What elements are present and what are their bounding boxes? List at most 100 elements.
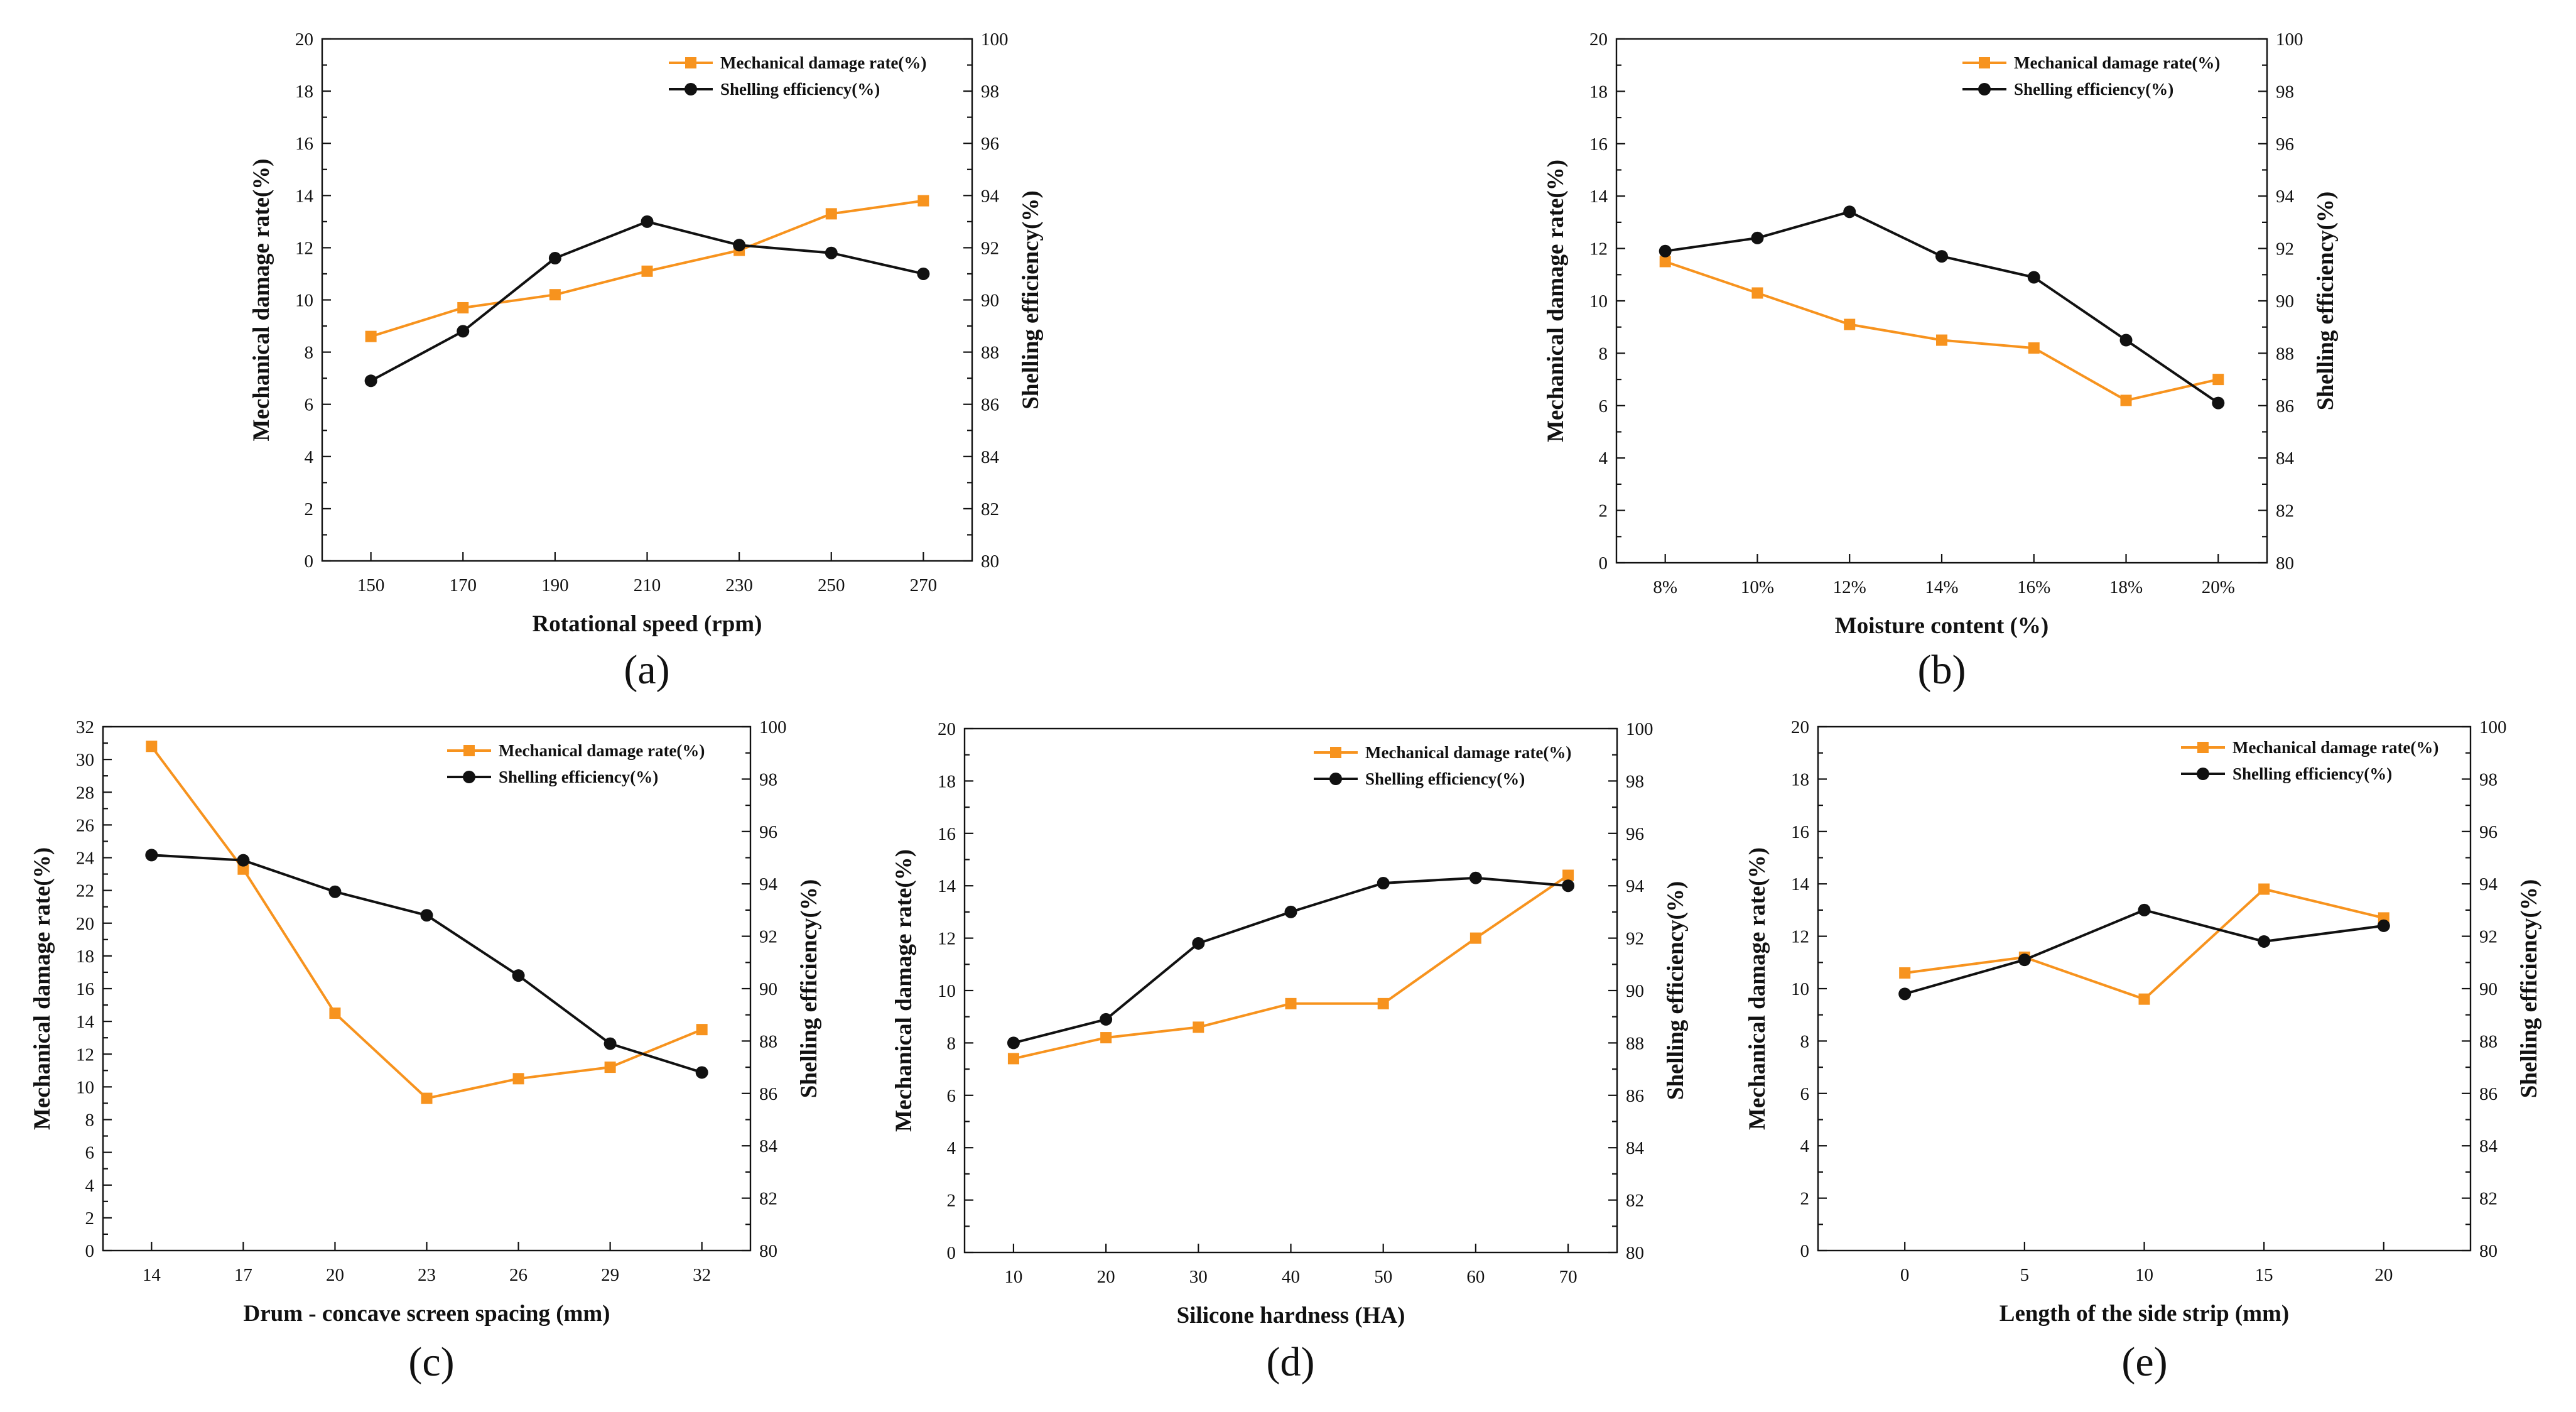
left-axis-tick-label: 0 bbox=[947, 1243, 956, 1263]
right-axis-tick-label: 100 bbox=[981, 30, 1009, 50]
plot-frame bbox=[102, 725, 752, 1252]
right-axis-tick-label: 92 bbox=[981, 238, 999, 258]
right-axis-tick-label: 80 bbox=[981, 551, 999, 572]
legend: Mechanical damage rate(%) Shelling effici… bbox=[447, 741, 705, 786]
legend-efficiency-label: Shelling efficiency(%) bbox=[2232, 764, 2392, 783]
right-axis-title: Shelling efficiency(%) bbox=[2313, 192, 2339, 410]
legend: Mechanical damage rate(%) Shelling effici… bbox=[1314, 743, 1571, 788]
shelling-efficiency-point bbox=[512, 969, 525, 982]
x-axis-tick-label: 0 bbox=[1900, 1265, 1910, 1285]
shelling-efficiency-point bbox=[145, 849, 158, 862]
legend-efficiency-label: Shelling efficiency(%) bbox=[720, 80, 880, 99]
damage-rate-point bbox=[2138, 993, 2150, 1005]
right-axis-tick-label: 96 bbox=[759, 822, 777, 842]
right-axis-tick-label: 82 bbox=[2479, 1189, 2498, 1209]
shelling-efficiency-point bbox=[1100, 1013, 1113, 1026]
legend-damage-label: Mechanical damage rate(%) bbox=[1365, 743, 1571, 762]
left-axis-tick-label: 26 bbox=[76, 815, 94, 835]
damage-rate-point bbox=[917, 195, 929, 207]
left-axis-tick-label: 16 bbox=[938, 824, 956, 844]
x-axis-title: Length of the side strip (mm) bbox=[2000, 1301, 2289, 1327]
left-axis-tick-label: 8 bbox=[1800, 1031, 1810, 1051]
damage-rate-point bbox=[2212, 374, 2224, 386]
shelling-efficiency-point bbox=[237, 854, 250, 867]
damage-rate-point bbox=[641, 265, 653, 277]
left-axis-tick-label: 6 bbox=[1800, 1084, 1810, 1104]
right-axis-tick-label: 90 bbox=[1626, 981, 1644, 1001]
left-axis-tick-label: 10 bbox=[938, 981, 956, 1001]
right-axis-tick-label: 98 bbox=[981, 82, 999, 102]
damage-rate-point bbox=[329, 1007, 341, 1019]
right-axis-tick-label: 84 bbox=[981, 447, 1000, 467]
right-axis-tick-label: 96 bbox=[2479, 822, 2498, 842]
x-axis-tick-label: 12% bbox=[1833, 577, 1866, 597]
legend-efficiency-label: Shelling efficiency(%) bbox=[499, 768, 658, 786]
left-axis-tick-label: 2 bbox=[1800, 1189, 1810, 1209]
x-axis-tick-label: 20% bbox=[2202, 577, 2235, 597]
right-axis-tick-label: 96 bbox=[2276, 134, 2294, 155]
x-axis-tick-label: 190 bbox=[541, 575, 569, 595]
right-axis-tick-label: 100 bbox=[759, 717, 787, 737]
right-axis-tick-label: 86 bbox=[759, 1084, 777, 1104]
left-axis-tick-label: 2 bbox=[947, 1191, 956, 1211]
panel-d: 0 2 4 6 8 10 12 14 16 18 20 80 82 84 86 88 90 92 94 96 98 100… bbox=[891, 719, 1689, 1385]
left-axis-tick-label: 12 bbox=[1791, 927, 1809, 947]
x-axis-tick-label: 8% bbox=[1653, 577, 1677, 597]
damage-rate-point bbox=[1562, 869, 1574, 881]
left-axis-tick-label: 14 bbox=[295, 186, 314, 206]
damage-rate-point bbox=[2028, 342, 2040, 354]
legend-damage-swatch-marker bbox=[1330, 747, 1341, 758]
shelling-efficiency-point bbox=[2018, 953, 2031, 967]
left-axis-tick-label: 10 bbox=[1791, 979, 1809, 999]
left-axis-tick-label: 6 bbox=[1599, 396, 1608, 416]
left-axis-tick-label: 4 bbox=[305, 447, 314, 467]
damage-rate-point bbox=[2258, 883, 2270, 895]
shelling-efficiency-point bbox=[2258, 935, 2271, 948]
right-axis-tick-label: 84 bbox=[2276, 448, 2295, 469]
damage-rate-point bbox=[146, 741, 158, 752]
right-axis-tick-label: 100 bbox=[2479, 717, 2507, 737]
left-axis-tick-label: 4 bbox=[1599, 448, 1608, 469]
x-axis-title: Silicone hardness (HA) bbox=[1177, 1303, 1405, 1328]
legend: Mechanical damage rate(%) Shelling effici… bbox=[669, 53, 926, 99]
x-axis-tick-label: 60 bbox=[1466, 1267, 1485, 1287]
x-axis-tick-label: 16% bbox=[2017, 577, 2050, 597]
damage-rate-point bbox=[1469, 932, 1481, 944]
damage-rate-line bbox=[1665, 260, 2219, 402]
right-axis-tick-label: 80 bbox=[2276, 553, 2294, 573]
legend-efficiency-swatch-marker bbox=[1329, 773, 1342, 785]
shelling-efficiency-point bbox=[1751, 231, 1764, 244]
left-axis-tick-label: 12 bbox=[295, 238, 313, 258]
x-axis-tick-label: 14 bbox=[143, 1265, 161, 1285]
x-axis-title: Moisture content (%) bbox=[1835, 613, 2048, 639]
left-axis-tick-label: 22 bbox=[76, 881, 94, 901]
x-axis-tick-label: 29 bbox=[601, 1265, 619, 1285]
right-axis-tick-label: 96 bbox=[1626, 824, 1644, 844]
right-axis-tick-label: 100 bbox=[1626, 719, 1653, 739]
shelling-efficiency-point bbox=[364, 374, 377, 388]
shelling-efficiency-point bbox=[328, 885, 342, 898]
shelling-efficiency-point bbox=[1469, 871, 1482, 884]
damage-rate-point bbox=[1936, 334, 1947, 346]
legend-efficiency-swatch-marker bbox=[685, 83, 697, 95]
damage-rate-point bbox=[1377, 997, 1389, 1009]
legend-damage-label: Mechanical damage rate(%) bbox=[2014, 53, 2220, 72]
right-axis-tick-label: 86 bbox=[2276, 396, 2294, 416]
x-axis-tick-label: 10% bbox=[1741, 577, 1774, 597]
left-axis-tick-label: 4 bbox=[947, 1138, 956, 1158]
right-axis-title: Shelling efficiency(%) bbox=[796, 879, 822, 1098]
panel-label: (e) bbox=[2121, 1339, 2167, 1385]
shelling-efficiency-line bbox=[1904, 908, 2384, 996]
legend-efficiency-swatch-marker bbox=[1978, 83, 1991, 95]
shelling-efficiency-point bbox=[1377, 877, 1390, 890]
left-axis-tick-label: 14 bbox=[1791, 874, 1810, 894]
right-axis-tick-label: 88 bbox=[1626, 1033, 1644, 1053]
shelling-efficiency-point bbox=[825, 246, 838, 259]
shelling-efficiency-point bbox=[2377, 919, 2390, 932]
right-axis-tick-label: 92 bbox=[2276, 239, 2294, 259]
shelling-efficiency-line bbox=[1013, 876, 1569, 1045]
x-axis-tick-label: 15 bbox=[2255, 1265, 2273, 1285]
legend: Mechanical damage rate(%) Shelling effici… bbox=[2181, 738, 2438, 783]
left-axis-tick-label: 10 bbox=[76, 1077, 94, 1097]
